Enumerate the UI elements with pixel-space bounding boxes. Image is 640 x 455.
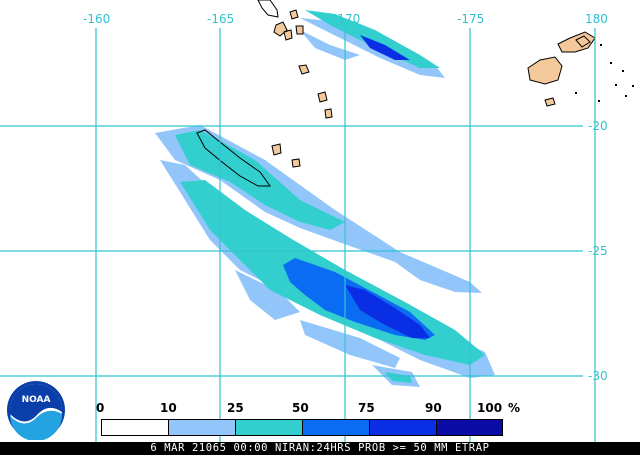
legend-tick-label: 50: [292, 401, 309, 415]
legend-swatch-25-50: [235, 419, 303, 436]
small-islands: [575, 44, 634, 102]
map-canvas: [0, 0, 634, 442]
prob-band-25-50: [175, 10, 485, 383]
latitude-label: -25: [588, 244, 608, 258]
caption-bar: 6 MAR 21065 00:00 NIRAN:24HRS PROB >= 50…: [0, 442, 640, 455]
legend-swatch-10-25: [168, 419, 236, 436]
prob-band-75-90: [345, 35, 430, 338]
land-masses: [196, 0, 596, 187]
latitude-label: -30: [588, 369, 608, 383]
legend-tick-label: 100: [477, 401, 503, 415]
legend-swatch-90-100: [436, 419, 503, 436]
legend-swatch-0-10: [101, 419, 169, 436]
legend-tick-label: 0: [96, 401, 105, 415]
noaa-logo-icon: NOAA: [7, 381, 65, 440]
legend-tick-label: 25: [227, 401, 244, 415]
longitude-label: 180: [585, 12, 608, 26]
legend-tick-label: 90: [425, 401, 442, 415]
longitude-label: -165: [207, 12, 235, 26]
longitude-label: -160: [83, 12, 111, 26]
legend-swatch-50-75: [302, 419, 370, 436]
longitude-label: -170: [333, 12, 361, 26]
legend-swatch-75-90: [369, 419, 437, 436]
latitude-label: -20: [588, 119, 608, 133]
legend-tick-label: 75: [358, 401, 375, 415]
legend-tick-label: 10: [160, 401, 177, 415]
legend-unit-label: %: [508, 401, 521, 415]
logo-text: NOAA: [22, 395, 51, 405]
longitude-label: -175: [457, 12, 485, 26]
graticule: [0, 28, 596, 442]
